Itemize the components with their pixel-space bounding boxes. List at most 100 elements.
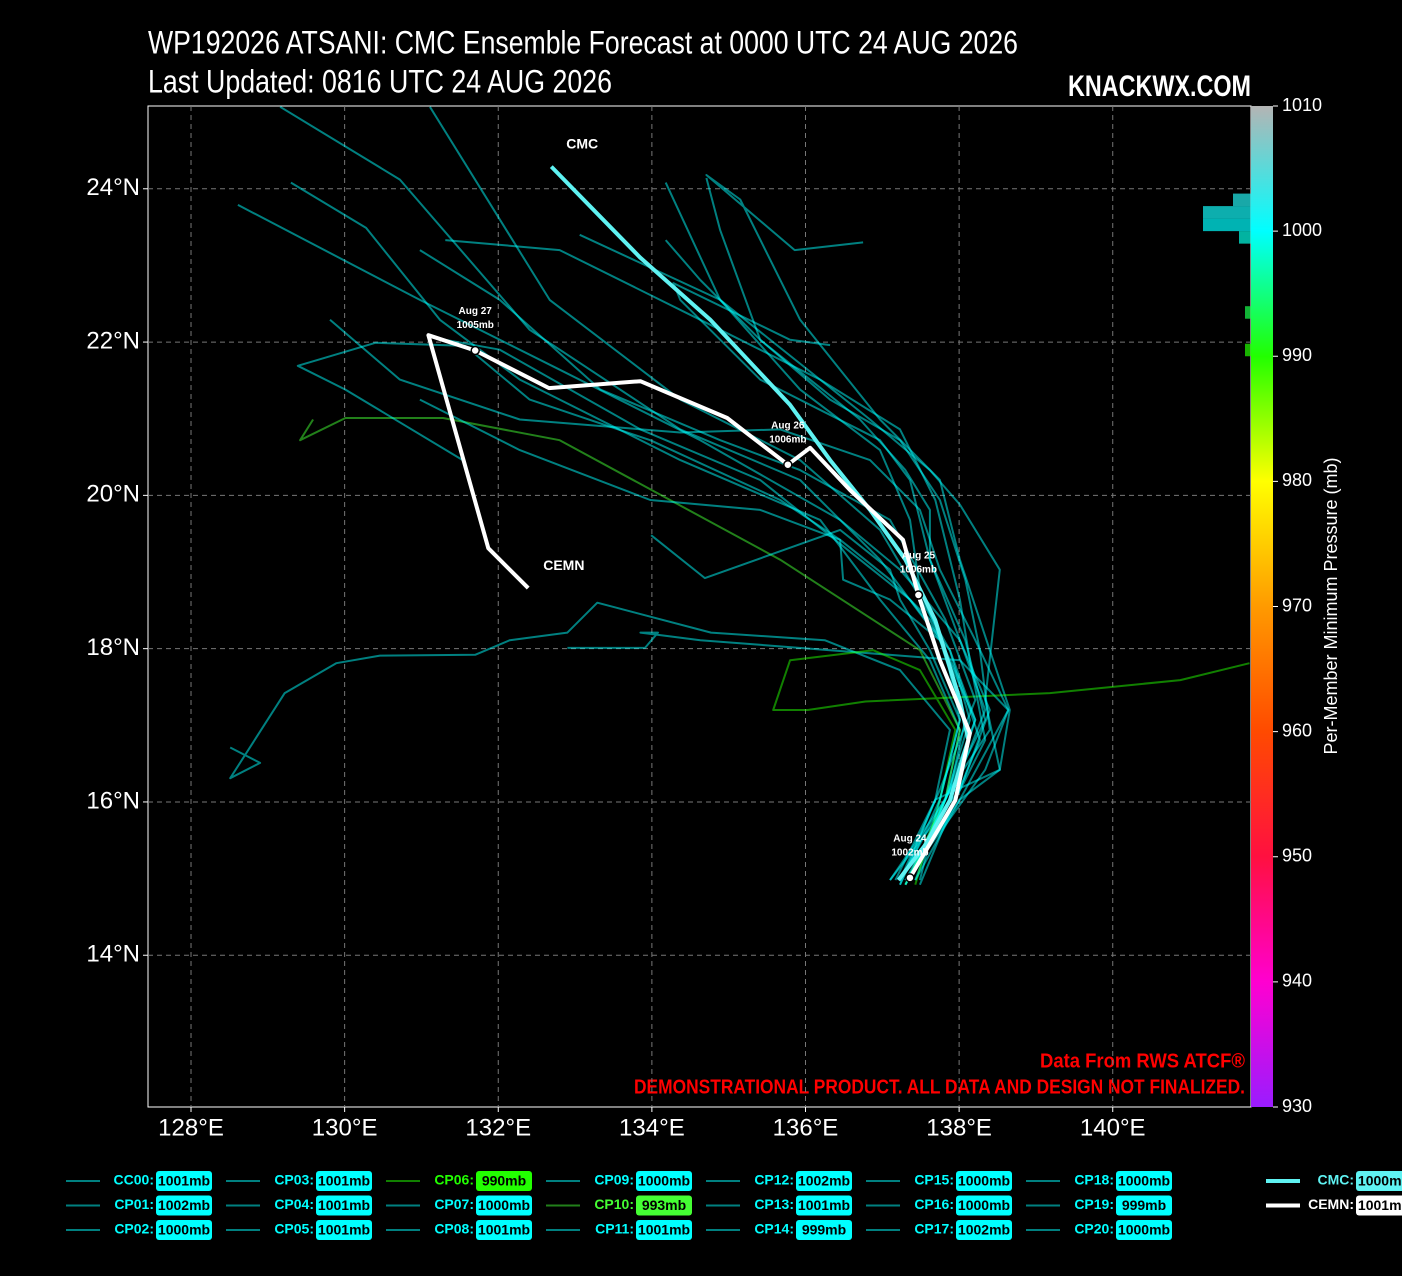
point-date: Aug 27 (459, 306, 493, 317)
colorbar-tick-label: 1010 (1282, 95, 1322, 115)
pressure-histogram-bar (1245, 206, 1251, 219)
colorbar-tick-label: 1000 (1282, 220, 1322, 240)
legend-pressure: 1001mb (318, 1222, 370, 1238)
legend-pressure: 1001mb (1358, 1197, 1402, 1213)
track (419, 249, 977, 881)
point-pressure: 1005mb (457, 320, 494, 331)
track (772, 649, 1250, 885)
legend-label: CP10: (594, 1196, 634, 1212)
legend-label: CP19: (1074, 1196, 1114, 1212)
legend-pressure: 1000mb (958, 1197, 1010, 1213)
y-tick-label: 24°N (86, 174, 140, 201)
legend-pressure-box (156, 1195, 212, 1216)
legend-pressure-box (316, 1195, 372, 1216)
colorbar (1251, 106, 1273, 1107)
legend-label: CP20: (1074, 1221, 1114, 1237)
pressure-histogram-bar (1227, 206, 1233, 219)
x-tick-label: 134°E (619, 1114, 685, 1141)
legend-label: CP15: (914, 1172, 954, 1188)
legend-pressure-box (956, 1171, 1012, 1191)
legend-label: CP07: (434, 1196, 474, 1212)
chart-subtitle: Last Updated: 0816 UTC 24 AUG 2026 (148, 63, 612, 99)
legend-label: CP09: (594, 1172, 634, 1188)
legend-pressure-box (636, 1220, 692, 1240)
pressure-histogram-bar (1233, 206, 1239, 219)
disclaimer: DEMONSTRATIONAL PRODUCT. ALL DATA AND DE… (634, 1076, 1245, 1098)
legend-pressure-box (476, 1220, 532, 1240)
pressure-histogram-bar (1215, 206, 1221, 219)
x-tick-label: 140°E (1080, 1114, 1146, 1141)
legend-label: CP13: (754, 1196, 794, 1212)
legend-label: CEMN: (1308, 1196, 1354, 1212)
pressure-histogram-bar (1215, 218, 1221, 232)
track-point (783, 459, 793, 470)
track-label: CEMN (543, 557, 584, 573)
pressure-histogram-bar (1245, 231, 1251, 244)
legend-label: CP04: (274, 1196, 314, 1212)
x-tick-label: 128°E (158, 1114, 224, 1141)
legend-pressure-box (316, 1171, 372, 1191)
track (229, 601, 951, 886)
legend-label: CP17: (914, 1221, 954, 1237)
legend-pressure: 999mb (1122, 1197, 1166, 1213)
pressure-histogram-bar (1245, 218, 1251, 232)
colorbar-tick-label: 930 (1282, 1096, 1312, 1116)
legend-pressure: 1000mb (1358, 1173, 1402, 1189)
legend-label: CP12: (754, 1172, 794, 1188)
legend-pressure: 1001mb (318, 1173, 370, 1189)
pressure-histogram-bar (1239, 231, 1245, 244)
pressure-histogram-bar (1239, 206, 1245, 219)
legend-pressure-box (636, 1195, 692, 1216)
legend-pressure-box (636, 1171, 692, 1191)
track (329, 319, 1010, 881)
track (445, 338, 971, 881)
pressure-histogram-bar (1239, 218, 1245, 232)
legend-pressure-box (1116, 1171, 1172, 1191)
legend-pressure: 1002mb (158, 1197, 210, 1213)
chart-title: WP192026 ATSANI: CMC Ensemble Forecast a… (148, 24, 1018, 60)
legend-pressure: 1001mb (158, 1173, 210, 1189)
point-date: Aug 25 (902, 551, 936, 562)
pressure-histogram-bar (1203, 218, 1209, 232)
pressure-histogram-bar (1209, 218, 1215, 232)
track (664, 239, 987, 881)
legend-label: CP14: (754, 1221, 794, 1237)
legend-pressure-box (316, 1220, 372, 1240)
pressure-histogram-bar (1245, 306, 1251, 319)
legend-pressure: 1000mb (158, 1222, 210, 1238)
legend-pressure-box (796, 1220, 852, 1240)
legend-label: CP01: (114, 1196, 154, 1212)
pressure-histogram-bar (1245, 343, 1251, 357)
track (579, 233, 1001, 881)
y-tick-label: 16°N (86, 787, 140, 814)
legend-label: CP06: (434, 1172, 474, 1188)
y-tick-label: 14°N (86, 941, 140, 968)
x-tick-label: 138°E (926, 1114, 992, 1141)
y-tick-label: 20°N (86, 481, 140, 508)
legend-pressure-box (956, 1220, 1012, 1240)
legend-pressure: 1000mb (1118, 1173, 1170, 1189)
legend-pressure-box (1356, 1195, 1402, 1216)
brand: KNACKWX.COM (1068, 70, 1251, 103)
pressure-histogram-bar (1233, 218, 1239, 232)
track-label: CMC (566, 135, 598, 151)
pressure-histogram-bar (1227, 218, 1233, 232)
track (445, 239, 987, 886)
point-date: Aug 26 (771, 420, 805, 431)
legend-label: CP08: (434, 1221, 474, 1237)
legend-pressure-box (1356, 1171, 1402, 1191)
y-tick-label: 22°N (86, 327, 140, 354)
legend-pressure-box (156, 1220, 212, 1240)
legend-pressure-box (796, 1171, 852, 1191)
track (299, 417, 961, 886)
legend-label: CP02: (114, 1221, 154, 1237)
colorbar-label: Per-Member Minimum Pressure (mb) (1321, 457, 1341, 754)
legend-label: CP18: (1074, 1172, 1114, 1188)
colorbar-tick-label: 940 (1282, 971, 1312, 991)
legend-pressure-box (796, 1195, 852, 1216)
track (549, 165, 971, 882)
legend-label: CC00: (114, 1172, 154, 1188)
track-point (913, 590, 924, 600)
